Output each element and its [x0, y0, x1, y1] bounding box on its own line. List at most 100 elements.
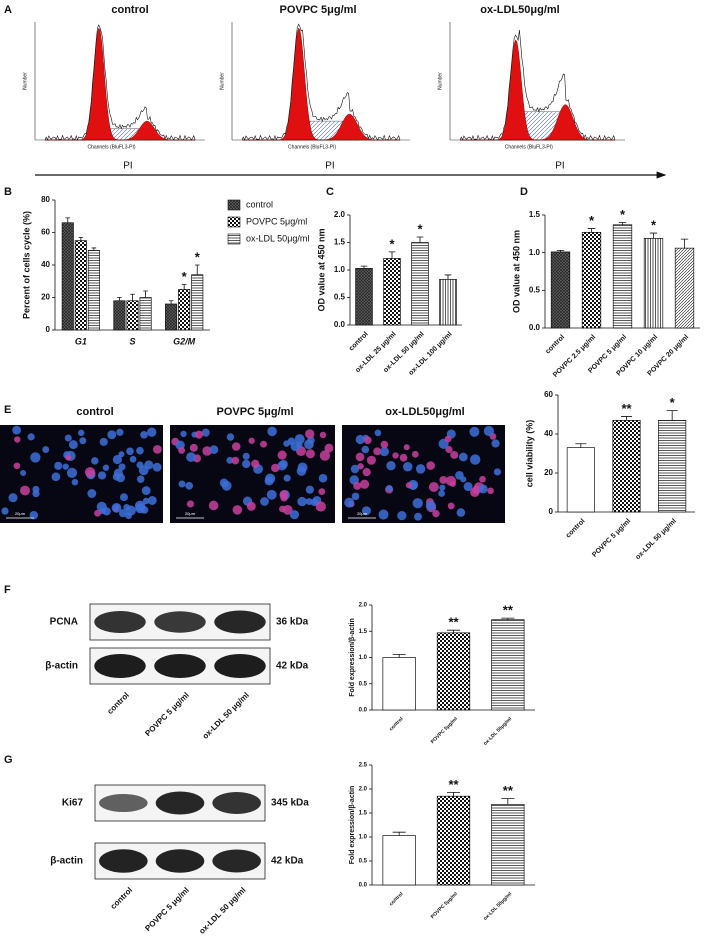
cell: [319, 450, 331, 461]
histogram-y-label: Number: [22, 72, 28, 90]
blot-size: 42 kDa: [271, 856, 304, 867]
cell: [267, 426, 277, 437]
cell: [283, 440, 290, 447]
y-tick-label: 0.0: [359, 708, 368, 714]
cell: [355, 452, 365, 462]
cell: [399, 453, 408, 462]
blot-band: [212, 792, 261, 814]
y-axis-label: OD value at 450 nm: [316, 228, 326, 311]
legend-swatch: [227, 233, 241, 245]
blot-band: [99, 849, 148, 873]
bar: [126, 300, 139, 331]
cell: [64, 434, 72, 442]
pi-label: PI: [123, 161, 132, 172]
significance: *: [589, 213, 595, 228]
panel-letter: C: [326, 186, 334, 198]
y-axis-label: Percent of cells cycle (%): [21, 211, 31, 319]
cell: [125, 512, 132, 520]
cell: [144, 460, 154, 470]
error-bar: [501, 617, 515, 620]
blot-row-label: β-actin: [45, 661, 78, 672]
significance: **: [503, 783, 514, 798]
cell: [359, 479, 370, 489]
cell: [353, 481, 362, 490]
cell: [208, 500, 219, 511]
histogram-title: ox-LDL50μg/ml: [480, 4, 559, 16]
blot-band: [94, 654, 146, 678]
y-tick-label: 1.0: [359, 655, 368, 661]
cell: [79, 437, 87, 445]
cell: [428, 482, 439, 492]
cell: [374, 429, 382, 437]
cell: [297, 496, 307, 507]
cell: [42, 446, 50, 454]
blot-size: 36 kDa: [276, 617, 309, 628]
x-tick-label: control: [544, 334, 566, 356]
g2-peak: [460, 104, 615, 141]
cell: [397, 511, 407, 521]
cell: [20, 485, 30, 496]
cell: [344, 497, 355, 508]
cell: [209, 445, 219, 454]
cell: [251, 459, 260, 468]
error-bar: [680, 238, 689, 249]
cell: [51, 472, 61, 482]
bar: [491, 619, 525, 711]
cell: [411, 450, 419, 458]
error-bar: [501, 798, 515, 805]
g2-peak: [45, 120, 195, 141]
bar: [382, 835, 416, 886]
pi-label: PI: [555, 161, 564, 172]
cell: [178, 480, 186, 488]
panel-letter: G: [4, 754, 13, 766]
bar: [658, 420, 687, 513]
cell: [438, 490, 445, 497]
cell: [350, 464, 360, 474]
cell: [403, 444, 410, 451]
blot-band: [154, 654, 206, 678]
cell: [324, 443, 334, 453]
cell: [231, 456, 240, 465]
x-tick-label: ox-LDL 50μg/ml: [482, 716, 513, 747]
cell: [363, 436, 372, 445]
error-bar: [392, 653, 406, 658]
error-bar: [618, 222, 627, 225]
x-tick-label: ox-LDL 50 μg/ml: [635, 518, 678, 561]
cell: [290, 441, 301, 452]
y-tick-label: 20: [544, 468, 553, 477]
blot-row-label: PCNA: [50, 617, 78, 628]
bar: [612, 420, 641, 513]
cell: [445, 445, 453, 454]
y-tick-label: 0.0: [334, 320, 346, 329]
y-tick-label: 1.5: [359, 811, 368, 817]
cell: [405, 482, 413, 489]
cell: [282, 505, 293, 515]
cell: [491, 439, 500, 448]
significance: *: [651, 218, 657, 233]
cell: [470, 454, 481, 465]
lane-label: ox-LDL 50 μg/ml: [201, 691, 251, 741]
cell: [134, 500, 146, 511]
significance: *: [620, 207, 626, 222]
scale-label: 20μm: [185, 511, 196, 516]
cell: [231, 442, 241, 451]
cell: [232, 505, 243, 515]
cell: [305, 485, 314, 494]
y-tick-label: 1.0: [359, 835, 368, 841]
error-bar: [78, 236, 84, 241]
cell: [65, 454, 72, 461]
blot-band: [155, 849, 205, 873]
bar: [436, 632, 471, 711]
blot-band: [154, 611, 206, 633]
cell: [415, 464, 426, 474]
cell: [439, 475, 448, 484]
x-tick-label: POVPC 5 μg/ml: [591, 518, 632, 559]
histogram-title: POVPC 5μg/ml: [279, 4, 356, 16]
significance: *: [195, 249, 201, 264]
g2-peak: [242, 113, 400, 141]
cell: [460, 476, 467, 483]
y-tick-label: 40: [41, 260, 50, 269]
bar: [113, 300, 126, 331]
significance: *: [417, 221, 423, 236]
y-tick-label: 1.0: [529, 248, 541, 257]
